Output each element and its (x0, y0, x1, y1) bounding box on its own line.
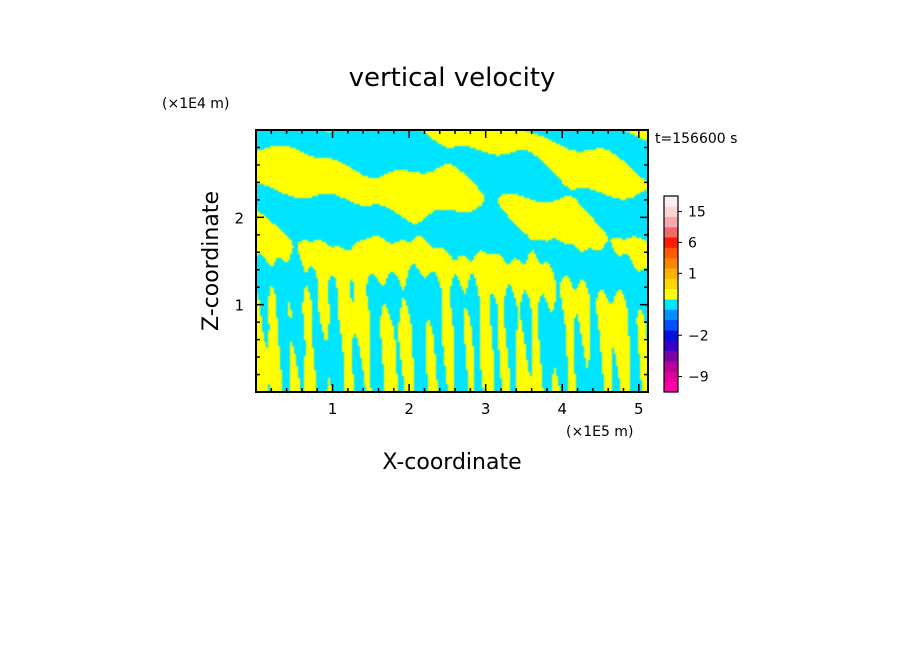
colorbar-swatch (664, 350, 678, 362)
colorbar-swatch (664, 330, 678, 341)
colorbar-swatch (664, 216, 678, 228)
colorbar-swatch (664, 288, 678, 300)
colorbar-swatch (664, 371, 678, 382)
colorbar-swatch (664, 381, 678, 393)
colorbar (663, 195, 679, 393)
x-tick-label: 2 (404, 400, 414, 418)
colorbar-label: 6 (688, 235, 697, 251)
time-label: t=156600 s (655, 131, 737, 147)
colorbar-swatch (664, 196, 678, 207)
colorbar-label: 1 (688, 266, 697, 282)
x-axis-label: X-coordinate (382, 450, 521, 475)
velocity-field-raster (256, 130, 648, 392)
plot-frame (255, 129, 649, 393)
colorbar-swatch (664, 309, 678, 321)
colorbar-swatch (664, 247, 678, 259)
x-tick-label: 3 (481, 400, 491, 418)
colorbar-swatch (664, 340, 678, 352)
colorbar-swatch (664, 257, 678, 269)
x-tick-label: 4 (557, 400, 567, 418)
x-tick-label: 1 (328, 400, 338, 418)
colorbar-swatch (664, 278, 678, 290)
colorbar-swatch (664, 268, 678, 279)
x-tick-label: 5 (634, 400, 644, 418)
velocity-field (256, 130, 648, 392)
y-tick-label: 2 (234, 209, 244, 227)
y-unit-label: (×1E4 m) (162, 96, 229, 112)
x-unit-label: (×1E5 m) (566, 424, 633, 440)
colorbar-swatch (664, 237, 678, 248)
chart-title: vertical velocity (349, 63, 556, 93)
colorbar-label: −2 (688, 328, 709, 344)
colorbar-label: 15 (688, 204, 706, 220)
colorbar-swatch (664, 299, 678, 310)
colorbar-labels: 15 6 1 −2 −9 (678, 204, 709, 386)
colorbar-swatch (664, 319, 678, 331)
plot-area (256, 130, 648, 392)
colorbar-swatch (664, 361, 678, 372)
colorbar-swatch (664, 226, 678, 238)
y-tick-label: 1 (234, 297, 244, 315)
colorbar-label: −9 (688, 370, 709, 386)
colorbar-frame (663, 195, 679, 393)
axis-ticks: 1 2 3 4 5 1 2 (234, 130, 648, 418)
colorbar-swatch (664, 206, 678, 217)
y-axis-label: Z-coordinate (199, 191, 224, 331)
